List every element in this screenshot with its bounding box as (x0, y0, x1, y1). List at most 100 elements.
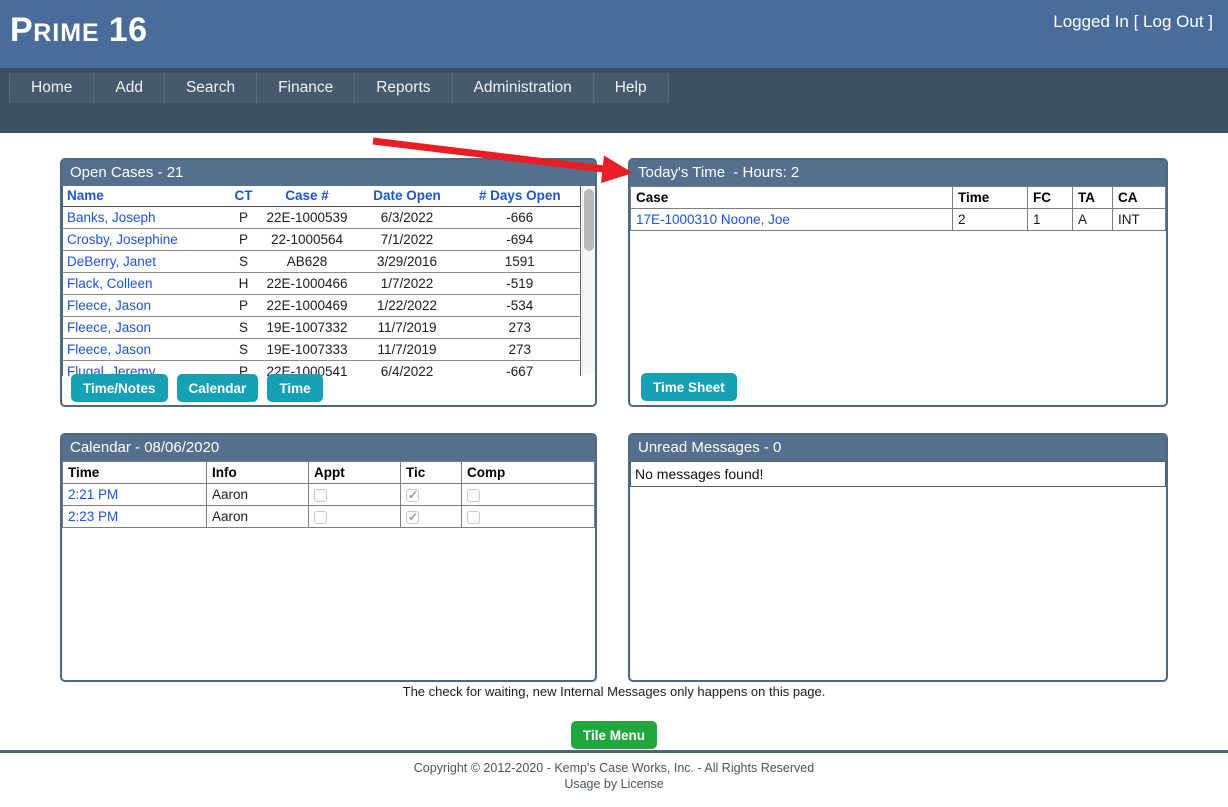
table-header-row: Case Time FC TA CA (630, 186, 1166, 209)
calendar-time-link[interactable]: 2:21 PM (68, 487, 119, 502)
ct-cell: P (227, 294, 260, 317)
open-cases-table: Name CT Case # Date Open # Days Open Ban… (62, 186, 581, 376)
column-header-tic: Tic (400, 461, 462, 484)
app-header: P RIME 16 Logged In [ Log Out ] (0, 0, 1228, 68)
calendar-table: Time Info Appt Tic Comp 2:21 PM Aaron 2:… (62, 461, 595, 528)
ct-cell: P (227, 228, 260, 251)
unread-messages-panel: Unread Messages - 0 No messages found! (628, 433, 1168, 682)
date-open-cell: 3/29/2016 (354, 250, 460, 273)
column-header-ct: CT (227, 186, 260, 207)
ct-cell: S (227, 250, 260, 273)
case-number-cell: AB628 (259, 250, 355, 273)
no-messages-text: No messages found! (630, 461, 1166, 487)
ct-cell: S (227, 338, 260, 361)
column-header-time: Time (952, 186, 1028, 209)
case-number-cell: 19E-1007332 (259, 316, 355, 339)
nav-item-home[interactable]: Home (9, 73, 95, 103)
days-open-cell: 273 (459, 316, 581, 339)
date-open-cell: 7/1/2022 (354, 228, 460, 251)
fc-cell: 1 (1027, 208, 1073, 231)
table-row: Fleece, Jason P 22E-1000469 1/22/2022 -5… (62, 294, 581, 317)
ct-cell: P (227, 206, 260, 229)
column-header-comp: Comp (461, 461, 595, 484)
column-header-fc: FC (1027, 186, 1073, 209)
column-header-days-open: # Days Open (459, 186, 581, 207)
case-name-link[interactable]: Flack, Colleen (67, 275, 153, 291)
table-row: 17E-1000310 Noone, Joe 2 1 A INT (630, 208, 1166, 231)
date-open-cell: 6/3/2022 (354, 206, 460, 229)
column-header-name: Name (62, 186, 228, 207)
time-sheet-button[interactable]: Time Sheet (641, 373, 737, 401)
app-logo: P RIME 16 (10, 13, 148, 47)
ct-cell: H (227, 272, 260, 295)
appt-checkbox (314, 488, 327, 502)
case-name-link[interactable]: Crosby, Josephine (67, 231, 178, 247)
time-cell: 2 (952, 208, 1028, 231)
table-header-row: Name CT Case # Date Open # Days Open (62, 186, 581, 207)
nav-item-administration[interactable]: Administration (452, 73, 594, 103)
column-header-case: Case # (259, 186, 355, 207)
time-button[interactable]: Time (267, 374, 323, 402)
calendar-panel: Calendar - 08/06/2020 Time Info Appt Tic… (60, 433, 597, 682)
unread-messages-title: Unread Messages - 0 (630, 435, 1166, 461)
nav-item-search[interactable]: Search (164, 73, 258, 103)
table-row: Fleece, Jason S 19E-1007333 11/7/2019 27… (62, 338, 581, 361)
days-open-cell: -667 (459, 360, 581, 376)
internal-messages-note: The check for waiting, new Internal Mess… (402, 684, 826, 699)
column-header-date-open: Date Open (354, 186, 460, 207)
calendar-title: Calendar - 08/06/2020 (62, 435, 595, 461)
brand-number: 16 (108, 11, 148, 49)
tic-checkbox (406, 510, 419, 524)
ct-cell: S (227, 316, 260, 339)
scrollbar-track[interactable] (582, 186, 595, 374)
time-notes-button[interactable]: Time/Notes (71, 374, 168, 402)
table-row: Flack, Colleen H 22E-1000466 1/7/2022 -5… (62, 272, 581, 295)
nav-item-add[interactable]: Add (94, 73, 165, 103)
column-header-appt: Appt (308, 461, 401, 484)
case-name-link[interactable]: Banks, Joseph (67, 209, 156, 225)
comp-checkbox (467, 488, 480, 502)
column-header-info: Info (206, 461, 309, 484)
info-cell: Aaron (206, 505, 309, 528)
copyright-text: Copyright © 2012-2020 - Kemp's Case Work… (413, 761, 815, 775)
days-open-cell: -694 (459, 228, 581, 251)
calendar-button[interactable]: Calendar (176, 374, 259, 402)
case-number-cell: 22E-1000539 (259, 206, 355, 229)
scrollbar-thumb[interactable] (584, 189, 594, 251)
nav-item-finance[interactable]: Finance (257, 73, 356, 103)
open-cases-panel: Open Cases - 21 Name CT Case # Date Open… (60, 158, 597, 407)
table-row: 2:23 PM Aaron (62, 505, 595, 528)
time-case-link[interactable]: 17E-1000310 Noone, Joe (636, 212, 790, 227)
column-header-case: Case (630, 186, 953, 209)
license-text: Usage by License (564, 777, 664, 791)
nav-item-help[interactable]: Help (593, 73, 669, 103)
ca-cell: INT (1112, 208, 1166, 231)
comp-checkbox (467, 510, 480, 524)
date-open-cell: 6/4/2022 (354, 360, 460, 376)
open-cases-buttons: Time/Notes Calendar Time (71, 374, 323, 402)
tile-menu-button[interactable]: Tile Menu (570, 721, 658, 749)
case-name-link[interactable]: Fleece, Jason (67, 341, 152, 357)
date-open-cell: 1/22/2022 (354, 294, 460, 317)
case-number-cell: 22E-1000466 (259, 272, 355, 295)
logged-in-label: Logged In (1053, 12, 1129, 31)
nav-item-reports[interactable]: Reports (355, 73, 453, 103)
days-open-cell: 1591 (459, 250, 581, 273)
column-header-ta: TA (1072, 186, 1113, 209)
table-row: Fleece, Jason S 19E-1007332 11/7/2019 27… (62, 316, 581, 339)
date-open-cell: 1/7/2022 (354, 272, 460, 295)
calendar-time-link[interactable]: 2:23 PM (68, 509, 119, 524)
brand-letter: P (10, 11, 34, 49)
case-name-link[interactable]: Fleece, Jason (67, 319, 152, 335)
case-number-cell: 22E-1000541 (259, 360, 355, 376)
case-name-link[interactable]: Flugal, Jeremy (67, 363, 156, 377)
case-name-link[interactable]: DeBerry, Janet (67, 253, 157, 269)
days-open-cell: -666 (459, 206, 581, 229)
logout-link[interactable]: [ Log Out ] (1133, 12, 1213, 31)
days-open-cell: -534 (459, 294, 581, 317)
column-header-time: Time (62, 461, 207, 484)
brand-word: RIME (33, 19, 100, 47)
case-name-link[interactable]: Fleece, Jason (67, 297, 152, 313)
case-number-cell: 22E-1000469 (259, 294, 355, 317)
open-cases-scroll-area: Name CT Case # Date Open # Days Open Ban… (62, 186, 595, 376)
